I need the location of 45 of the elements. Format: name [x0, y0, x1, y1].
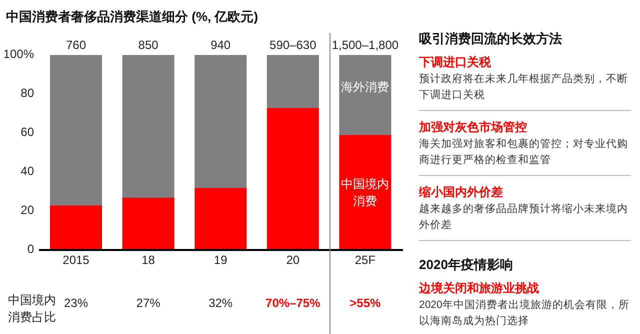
text: 加强对灰色市场管控: [419, 119, 528, 136]
annotation: 850: [137, 38, 160, 52]
x-tick-label: 18: [140, 253, 156, 267]
text: 海关加强对旅客和包裹的管控；对专业代购商进行更严格的检查和监管: [419, 137, 629, 168]
y-tick-label: 20: [20, 203, 34, 217]
bar: [339, 134, 392, 250]
text: 缩小国内外价差: [419, 184, 504, 201]
series-label: 中国境内消费: [340, 176, 390, 210]
series-label: 海外消费: [340, 78, 390, 96]
bar: [122, 55, 174, 198]
text: 预计政府将在未来几年根据产品类别，不断下调进口关税: [419, 72, 629, 103]
x-tick-label: 20: [285, 253, 301, 267]
text: 中国境内消费占比: [8, 292, 57, 326]
bar: [266, 108, 319, 250]
bar: [50, 55, 102, 206]
text: 下调进口关税: [419, 54, 492, 71]
chart-title: 中国消费者奢侈品消费渠道细分 (%, 亿欧元): [6, 8, 258, 26]
annotation: 590–630: [268, 38, 318, 52]
text: >55%: [348, 296, 382, 310]
y-tick-label: 0: [27, 242, 34, 256]
text: 越来越多的奢侈品品牌预计将缩小未来境内外价差: [419, 202, 629, 233]
bar: [194, 188, 247, 250]
bar: [122, 197, 174, 250]
y-tick-label: 60: [20, 125, 34, 139]
bar: [339, 55, 392, 135]
text: 边境关闭和旅游业挑战: [419, 280, 540, 297]
x-tick-label: 2015: [62, 253, 90, 267]
annotation: 760: [64, 38, 88, 52]
y-tick-label: 80: [20, 86, 34, 100]
x-tick-label: 25F: [354, 253, 377, 267]
annotation: 940: [210, 38, 232, 52]
bar: [266, 55, 319, 108]
text: 27%: [135, 296, 162, 310]
text: 32%: [208, 296, 234, 310]
text: 2020年疫情影响: [419, 256, 514, 274]
bar: [50, 205, 102, 250]
annotation: 1,500–1,800: [330, 38, 400, 52]
text: 2020年中国消费者出境旅游的机会有限，所以海南岛成为热门选择: [419, 298, 630, 329]
text: 70%–75%: [264, 296, 322, 310]
text: 吸引消费回流的长效方法: [419, 30, 563, 48]
bar: [194, 55, 247, 188]
x-tick-label: 19: [212, 253, 228, 267]
y-tick-label: 40: [20, 164, 34, 178]
y-tick-label: 100%: [3, 47, 34, 61]
text: 23%: [64, 296, 88, 310]
